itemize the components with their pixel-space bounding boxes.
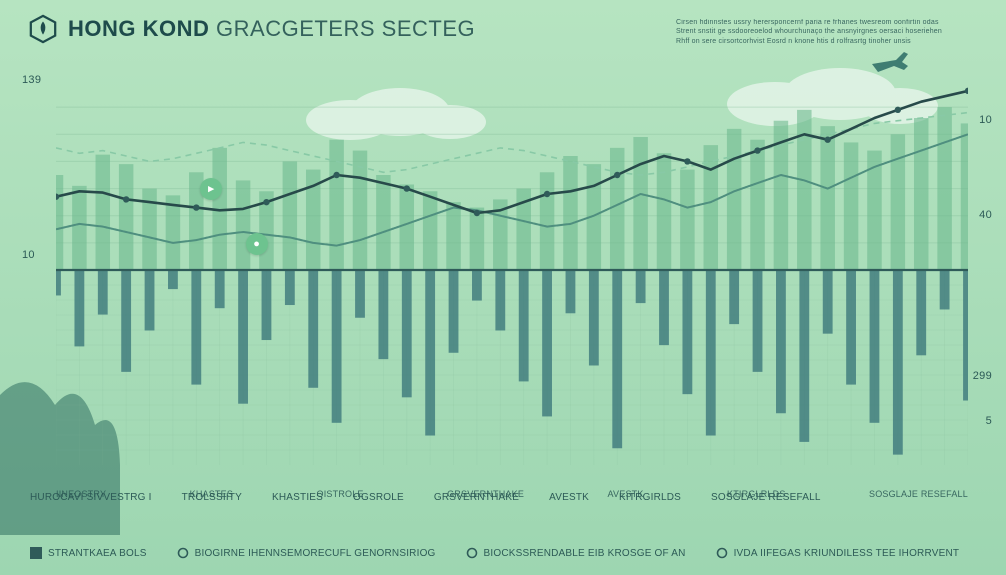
legend: HUROCAVI SIVVESTRG I TROLSSIITY KHASTIES OG…	[30, 492, 976, 559]
callout-dot: ●	[246, 233, 268, 255]
y-tick-label: 5	[986, 415, 992, 427]
square-icon	[30, 547, 42, 559]
y-tick-label: 10	[979, 114, 992, 126]
legend-item: TROLSSIITY	[182, 492, 242, 503]
legend-item: KITRGIRLDS	[619, 492, 681, 503]
legend-item: STRANTKAEA BOLS	[30, 547, 147, 559]
legend-item: AVESTK	[549, 492, 589, 503]
legend-item: SOSGLAJE RESEFALL	[711, 492, 821, 503]
legend-item: HUROCAVI SIVVESTRG I	[30, 492, 152, 503]
hex-leaf-icon	[28, 14, 58, 44]
legend-item: IVDA IIFEGAS KRIUNDILESS TEE IHORRVENT	[716, 547, 960, 559]
header-blurb: Cirsen hdinnstes ussry herersponcernf pa…	[676, 18, 976, 46]
legend-item: BIOCKSSRENDABLE EIB KROSGE OF AN	[466, 547, 686, 559]
legend-item: GRSVERNTHAKE	[434, 492, 519, 503]
ring-icon	[466, 547, 478, 559]
y-tick-label: 299	[973, 370, 992, 382]
legend-item: BIOGIRNE IHENNSEMORECUFL GENORNSIRIOG	[177, 547, 436, 559]
legend-item: KHASTIES	[272, 492, 323, 503]
page-title: HONG KOND GRACGETERS SECTEG	[68, 16, 475, 42]
y-tick-label: 40	[979, 209, 992, 221]
ring-icon	[177, 547, 189, 559]
legend-item: OGSROLE	[353, 492, 404, 503]
y-tick-label: 139	[22, 74, 41, 86]
main-chart	[56, 70, 968, 465]
ring-icon	[716, 547, 728, 559]
callout-dot: ▸	[200, 178, 222, 200]
y-tick-label: 10	[22, 249, 35, 261]
